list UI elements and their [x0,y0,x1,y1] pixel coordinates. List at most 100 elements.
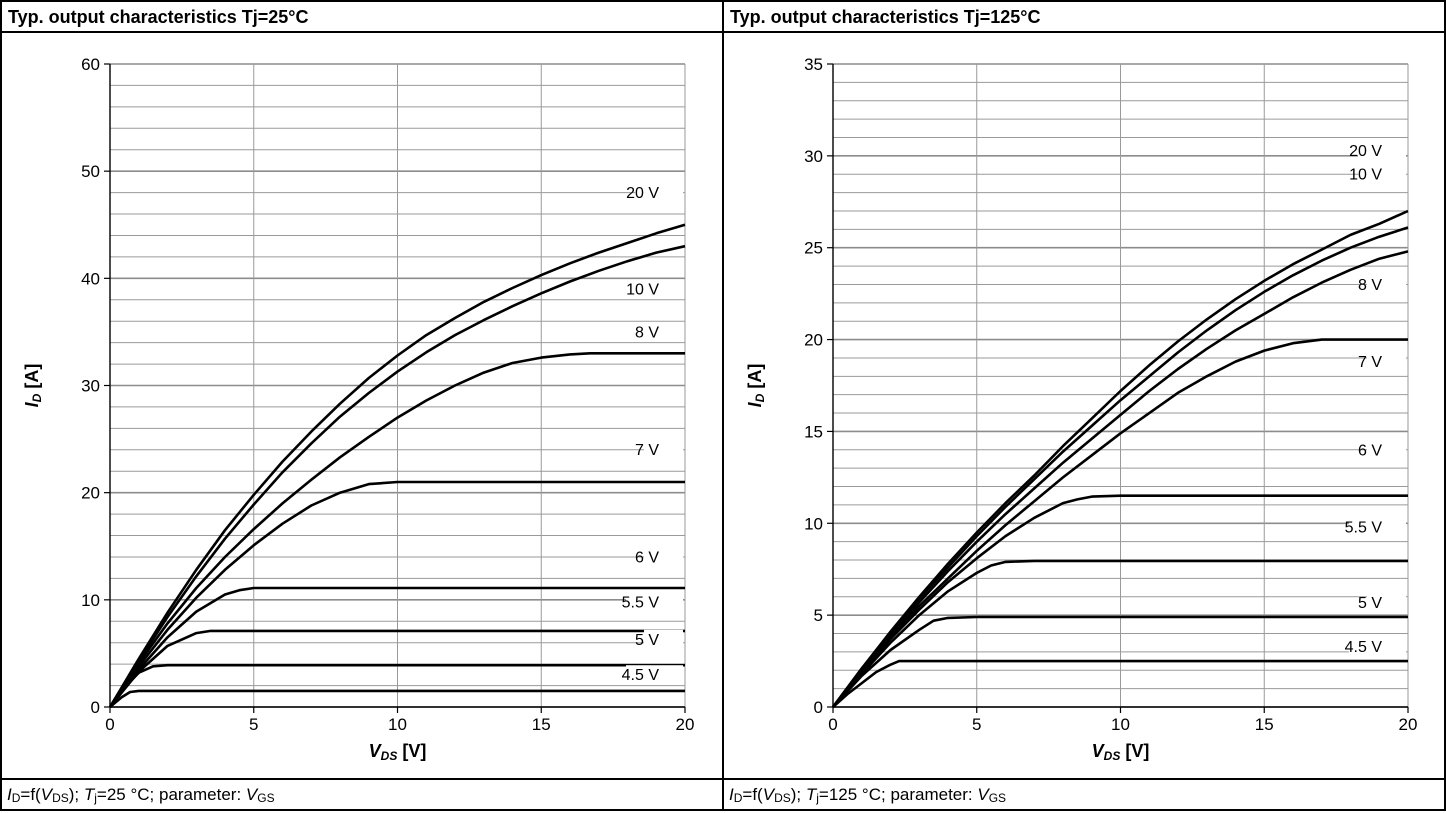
x-tick-label: 20 [1399,715,1418,734]
x-tick-label: 5 [972,715,981,734]
y-axis-title-subscript: D [30,393,44,402]
caption-v: V [762,785,775,804]
chart-caption: ID=f(VDS); Tj=125 °C; parameter: VGS [723,778,1446,811]
x-axis-title: VDS [V] [1092,741,1150,763]
x-axis-title-symbol: V [369,741,383,761]
chart-title: Typ. output characteristics Tj=125°C [723,0,1446,33]
curve-label-bg [635,182,683,202]
x-axis-title-unit: [V] [397,741,426,761]
curves [108,223,686,708]
x-tick-label: 10 [388,715,407,734]
y-axis-title-symbol: I [22,401,42,407]
y-tick-label: 0 [91,698,100,717]
caption-sep: ); [68,785,84,804]
chart-caption: ID=f(VDS); Tj=25 °C; parameter: VGS [0,778,723,811]
y-tick-label: 40 [81,269,100,288]
chart-panel-25c: Typ. output characteristics Tj=25°C 0 10 2… [0,0,723,811]
curve-label-bg [1367,440,1406,460]
curve-label: 4.5 V [1345,639,1383,656]
caption-t-sub: j [816,791,819,805]
x-axis-title-unit: [V] [1120,741,1149,761]
x-tick-label: 0 [828,715,837,734]
curve-vgs-10V [108,244,686,708]
curve-label: 10 V [626,281,659,298]
curve-label: 20 V [1349,143,1382,160]
y-tick-label: 20 [804,331,823,350]
curve-label: 7 V [635,442,659,459]
caption-sep: ); [790,785,806,804]
caption-v: V [40,785,53,804]
y-axis-title: ID [A] [22,364,44,408]
y-tick-label: 20 [81,484,100,503]
caption-id: I [729,785,734,804]
caption-t-sub: j [94,791,97,805]
curve-label-bg [635,279,683,299]
curve-vgs-5V [832,615,1408,708]
curve-label: 7 V [1358,354,1382,371]
curve-label: 10 V [1349,167,1382,184]
y-axis-title-unit: [A] [22,364,42,394]
chart-svg-25c: 0 10 20 30 40 50 60 0 5 10 15 20 VDS [V] ID [A] 20 V 10… [22,55,695,763]
curve-label: 5.5 V [622,594,660,611]
caption-rest: =25 °C; parameter: [96,785,246,804]
x-tick-label: 20 [676,715,695,734]
x-axis-title-subscript: DS [1104,749,1121,763]
caption-v-sub: DS [52,791,69,805]
curve-label-bg [1367,274,1406,294]
curve-label: 6 V [1358,442,1382,459]
curve-label: 8 V [635,324,659,341]
curve-label-bg [644,322,683,342]
curve-label-bg [644,440,683,460]
curve-vgs-8V [831,250,1409,708]
y-tick-label: 10 [804,514,823,533]
y-axis-title-symbol: I [745,401,765,407]
curve-label-bg [1367,592,1406,612]
caption-f: =f( [742,785,763,804]
caption-rest: =125 °C; parameter: [818,785,978,804]
curve-vgs-10V [831,226,1409,708]
x-tick-label: 5 [249,715,258,734]
caption-vg: V [245,785,258,804]
caption-vg-sub: GS [257,791,275,805]
curve-label-bg [1367,352,1406,372]
chart-panel-125c: Typ. output characteristics Tj=125°C 0 5 1… [723,0,1446,811]
y-tick-label: 15 [804,422,823,441]
y-tick-label: 0 [814,698,823,717]
chart-title: Typ. output characteristics Tj=25°C [0,0,723,33]
plot-area-frame [723,33,1446,778]
curve-vgs-45V [832,659,1408,708]
x-tick-label: 15 [1255,715,1274,734]
curve-vgs-6V [831,494,1408,708]
caption-id: I [7,785,12,804]
plot-area-frame [0,33,723,778]
curve-label-bg [626,592,683,612]
caption-id-sub: D [733,791,743,805]
curve-vgs-55V [832,559,1408,708]
curve-vgs-45V [109,689,685,708]
caption-vg: V [977,785,989,804]
y-tick-label: 5 [814,606,823,625]
y-tick-label: 50 [81,162,100,181]
curves [831,209,1409,708]
y-tick-label: 10 [81,591,100,610]
y-axis-title-subscript: D [753,393,767,402]
y-tick-label: 25 [804,239,823,258]
caption-vg-sub: GS [988,791,1007,805]
curve-label: 5.5 V [1345,519,1383,536]
curve-vgs-55V [108,629,685,708]
curve-vgs-7V [831,338,1408,708]
y-tick-label: 60 [81,55,100,74]
curve-vgs-6V [108,586,685,708]
x-axis-title-subscript: DS [381,749,398,763]
curve-label-bg [1358,140,1406,160]
curve-label-bg [644,629,683,649]
curve-vgs-20V [831,209,1409,708]
curve-label: 20 V [626,185,659,202]
curve-vgs-8V [108,352,685,708]
curve-label-bg [1349,517,1406,537]
curve-label-bg [1349,636,1406,656]
x-tick-label: 0 [105,715,114,734]
grid [109,63,686,708]
curve-vgs-5V [108,663,685,708]
